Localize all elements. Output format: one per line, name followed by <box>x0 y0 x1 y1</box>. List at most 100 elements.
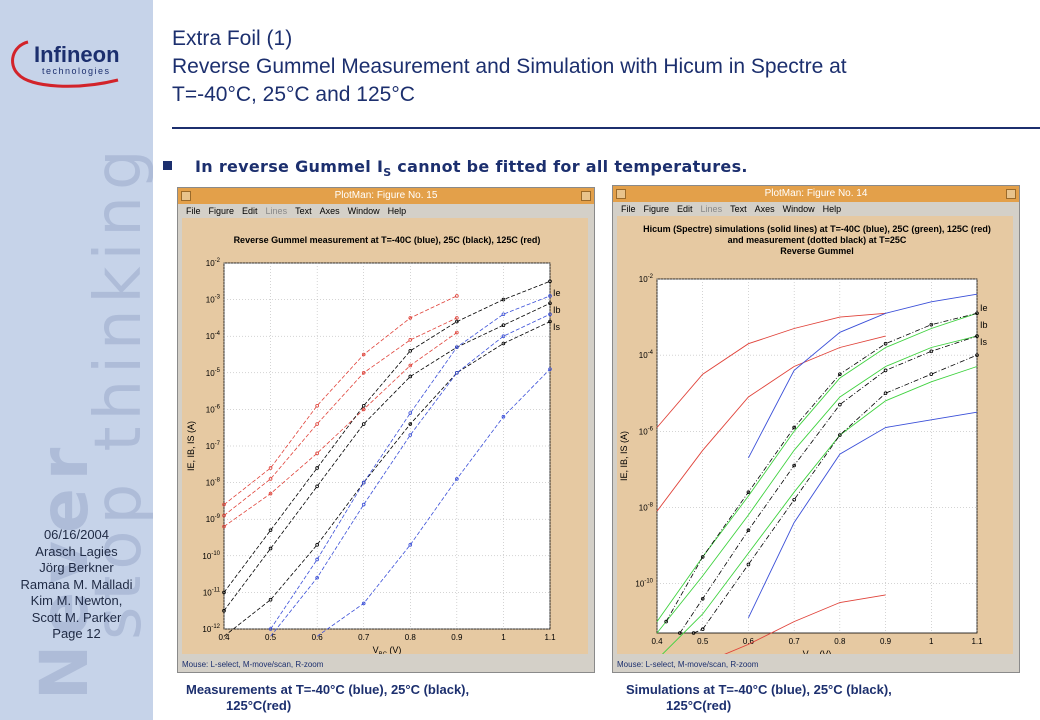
data-point-black <box>315 466 319 470</box>
window-menu-icon[interactable] <box>616 189 626 199</box>
window-maximize-icon[interactable] <box>1006 189 1016 199</box>
bullet-point: In reverse Gummel IS cannot be fitted fo… <box>163 157 748 179</box>
data-point-black <box>548 279 552 284</box>
data-point-red <box>455 330 459 335</box>
window-maximize-icon[interactable] <box>581 191 591 201</box>
chart-title-line: Hicum (Spectre) simulations (solid lines… <box>643 224 991 234</box>
menu-axes[interactable]: Axes <box>754 204 775 214</box>
data-point-black <box>501 297 506 302</box>
data-point-black <box>501 323 506 328</box>
window-title: PlotMan: Figure No. 14 <box>764 188 868 199</box>
menu-file[interactable]: File <box>621 204 636 214</box>
data-point-red <box>408 338 413 342</box>
info-author-2: Jörg Berkner <box>39 560 114 575</box>
menu-text[interactable]: Text <box>730 204 747 214</box>
data-point-black <box>408 422 413 426</box>
y-tick-label: 10-8 <box>206 478 221 488</box>
data-point-black <box>883 391 888 395</box>
menu-window[interactable]: Window <box>347 206 380 216</box>
data-point-red <box>268 491 273 496</box>
curve-label: Is <box>553 322 561 332</box>
y-tick-label: 10-6 <box>206 404 221 414</box>
data-point-blue <box>408 433 413 437</box>
caption-left-line-1: Measurements at T=-40°C (blue), 25°C (bl… <box>186 682 470 697</box>
menu-lines[interactable]: Lines <box>265 206 288 216</box>
y-tick-label: 10-5 <box>206 368 221 378</box>
caption-right-line-1: Simulations at T=-40°C (blue), 25°C (bla… <box>626 682 892 697</box>
x-tick-label: 0.8 <box>834 637 846 646</box>
status-bar: Mouse: L-select, M-move/scan, R-zoom <box>182 660 324 669</box>
caption-right: Simulations at T=-40°C (blue), 25°C (bla… <box>626 682 892 714</box>
x-tick-label: 0.8 <box>405 633 417 642</box>
info-author-5: Scott M. Parker <box>31 609 122 625</box>
data-point-black <box>929 349 934 354</box>
data-point-black <box>883 341 888 346</box>
data-point-black <box>746 562 751 567</box>
bullet-square-icon <box>163 161 172 170</box>
menu-figure[interactable]: Figure <box>208 206 235 216</box>
data-point-black <box>315 484 319 489</box>
info-date: 06/16/2004 <box>43 527 110 542</box>
menu-help[interactable]: Help <box>387 206 407 216</box>
title-line-3: T=-40°C, 25°C and 125°C <box>172 83 415 106</box>
x-tick-label: 0.6 <box>743 637 755 646</box>
menu-edit[interactable]: Edit <box>242 206 258 216</box>
menu-text[interactable]: Text <box>295 206 312 216</box>
x-axis-label: VBC (V) <box>373 645 402 654</box>
x-tick-label: 0.7 <box>789 637 801 646</box>
y-tick-label: 10-12 <box>202 624 220 634</box>
data-point-red <box>315 403 319 408</box>
y-tick-label: 10-11 <box>203 587 221 597</box>
y-axis-label: IE, IB, IS (A) <box>619 431 629 481</box>
curve-label: Ie <box>980 303 988 313</box>
data-point-black <box>408 374 413 379</box>
menu-axes[interactable]: Axes <box>319 206 340 216</box>
window-menubar: File Figure Edit Lines Text Axes Window Help <box>178 204 594 218</box>
window-titlebar: PlotMan: Figure No. 14 <box>613 186 1019 202</box>
x-axis-label: VBC (V) <box>803 649 832 654</box>
status-bar: Mouse: L-select, M-move/scan, R-zoom <box>617 660 759 669</box>
menu-help[interactable]: Help <box>822 204 842 214</box>
series-line-black <box>665 312 978 622</box>
menu-figure[interactable]: Figure <box>643 204 670 214</box>
data-point-black <box>838 402 842 407</box>
data-point-black <box>792 463 796 468</box>
x-tick-label: 0.9 <box>880 637 892 646</box>
data-point-black <box>700 596 705 601</box>
data-point-blue <box>501 414 506 419</box>
data-point-black <box>792 497 796 502</box>
caption-right-line-2: 125°C(red) <box>666 698 732 713</box>
data-point-black <box>408 349 413 353</box>
curve-label: Ib <box>553 305 561 315</box>
caption-left: Measurements at T=-40°C (blue), 25°C (bl… <box>186 682 469 714</box>
series-line-black <box>223 321 551 637</box>
series-line-red <box>711 594 886 661</box>
plot-area: Hicum (Spectre) simulations (solid lines… <box>617 216 1013 662</box>
data-point-red <box>315 451 319 456</box>
plot-window-measurement: PlotMan: Figure No. 15 File Figure Edit Lin… <box>177 187 595 673</box>
data-point-black <box>268 597 273 602</box>
data-point-blue <box>361 601 366 606</box>
bullet-sub: S <box>383 166 392 180</box>
menu-window[interactable]: Window <box>782 204 815 214</box>
data-point-blue <box>361 480 366 485</box>
menu-edit[interactable]: Edit <box>677 204 693 214</box>
title-line-2: Reverse Gummel Measurement and Simulatio… <box>172 55 847 78</box>
x-tick-label: 1.1 <box>971 637 983 646</box>
menu-file[interactable]: File <box>186 206 201 216</box>
y-tick-label: 10-10 <box>635 579 653 589</box>
window-menu-icon[interactable] <box>181 191 191 201</box>
data-point-black <box>838 372 842 376</box>
plot-area: Reverse Gummel measurement at T=-40C (bl… <box>182 218 588 658</box>
y-axis-label: IE, IB, IS (A) <box>186 421 196 471</box>
menu-lines[interactable]: Lines <box>700 204 723 214</box>
data-point-red <box>361 352 366 357</box>
x-tick-label: 0.5 <box>265 633 277 642</box>
chart-title-line: Reverse Gummel measurement at T=-40C (bl… <box>234 235 541 245</box>
data-point-black <box>548 301 552 306</box>
bullet-text-b: cannot be fitted for all temperatures. <box>391 157 748 176</box>
data-point-blue <box>315 575 319 580</box>
data-point-red <box>222 513 226 518</box>
data-point-blue <box>501 312 506 317</box>
data-point-red <box>408 363 413 368</box>
